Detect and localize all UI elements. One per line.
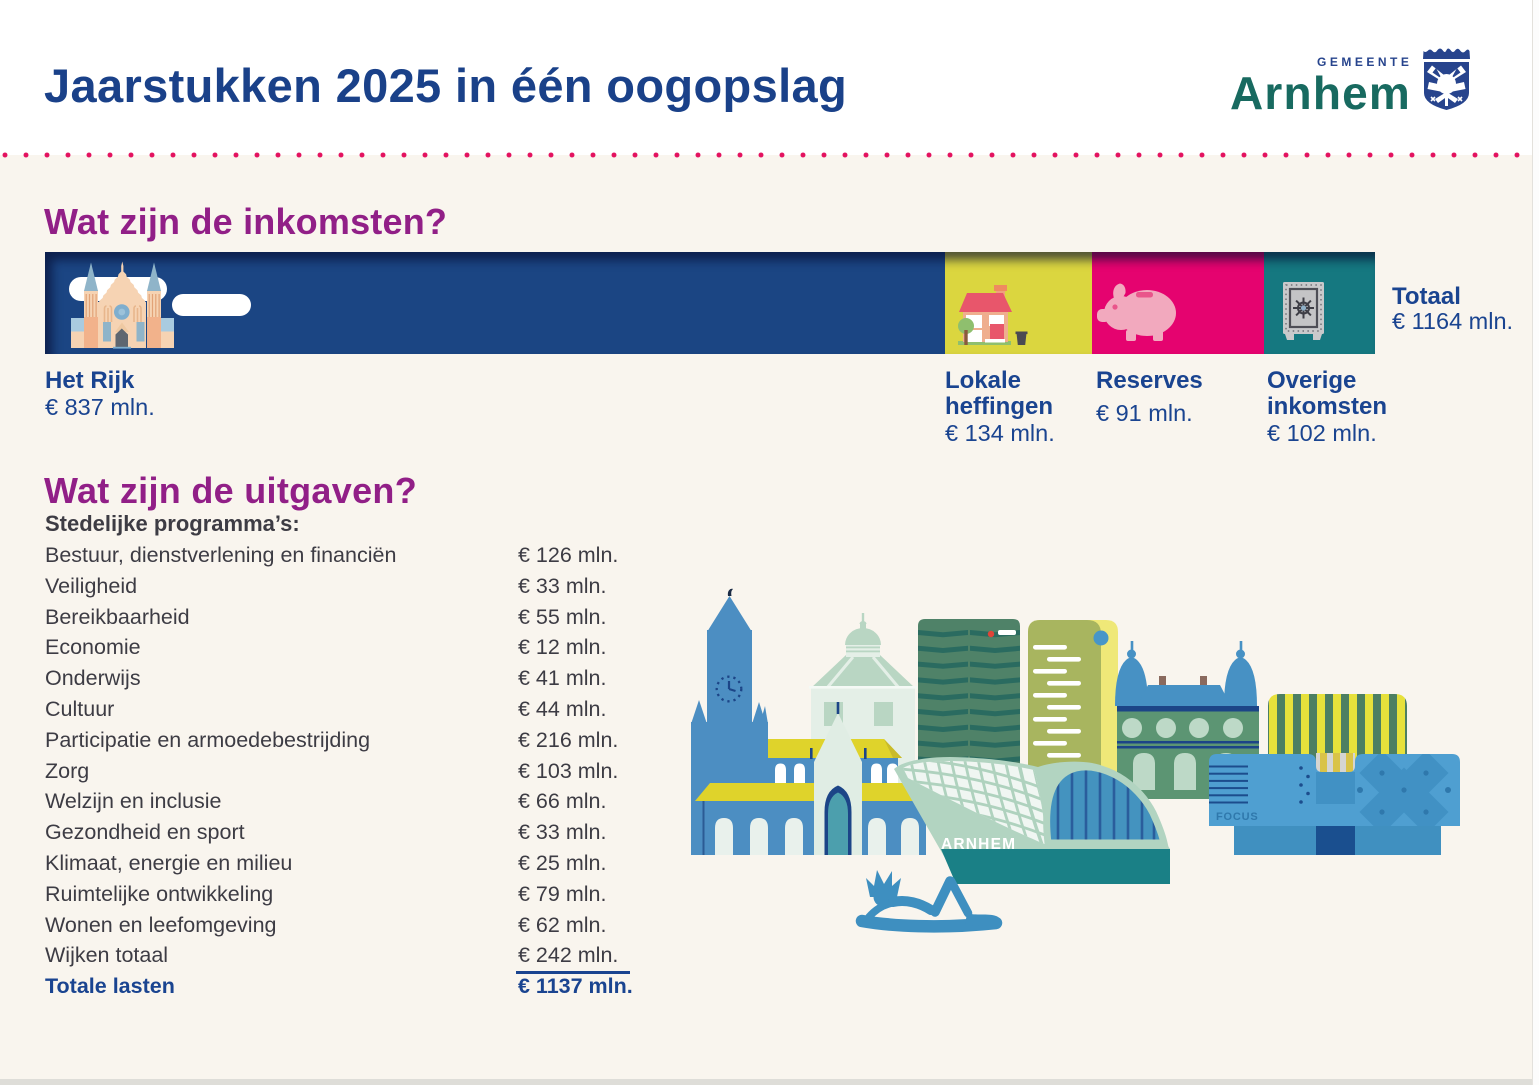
svg-text:FOCUS: FOCUS <box>1216 811 1259 823</box>
svg-text:ARNHEM: ARNHEM <box>941 836 1016 853</box>
